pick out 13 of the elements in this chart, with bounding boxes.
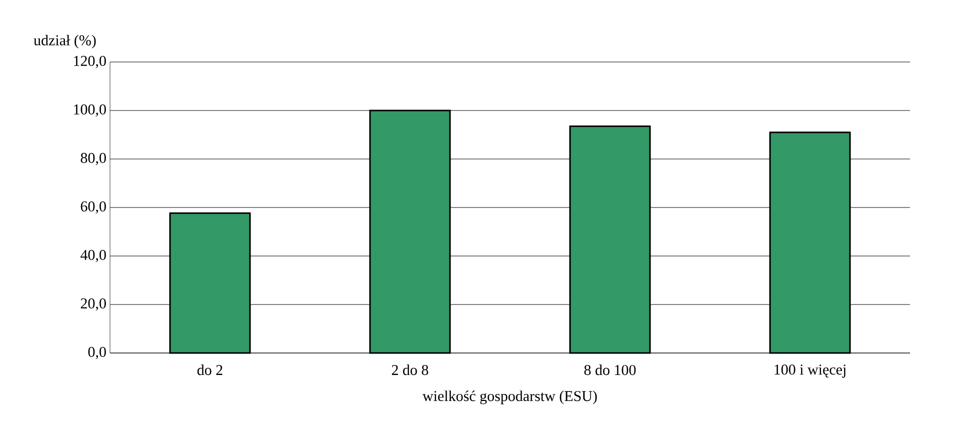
y-tick-label: 80,0 <box>80 152 106 166</box>
y-tick-label: 120,0 <box>74 56 106 68</box>
x-axis-title: wielkość gospodarstw (ESU) <box>422 390 597 404</box>
x-tick-label: 2 do 8 <box>392 364 428 376</box>
y-tick-label: 100,0 <box>74 104 106 117</box>
y-tick-label: 40,0 <box>80 250 106 262</box>
y-tick-label: 0,0 <box>88 346 106 360</box>
y-tick-label: 20,0 <box>80 298 106 311</box>
y-axis-title: udział (%) <box>34 34 96 48</box>
x-tick-label: 100 i więcej <box>774 364 846 378</box>
y-tick-label: 60,0 <box>80 201 106 214</box>
x-tick-label: do 2 <box>197 364 222 376</box>
x-tick-label: 8 do 100 <box>584 364 636 376</box>
